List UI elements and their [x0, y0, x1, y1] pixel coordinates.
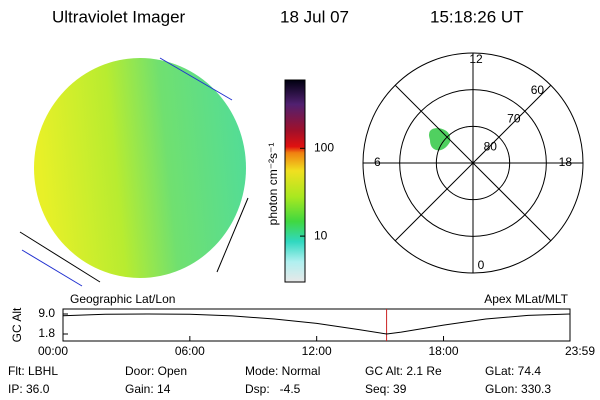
- gc-alt-line: [62, 313, 571, 335]
- y-tick-label: 9.0: [38, 306, 55, 320]
- status-field: Door: Open: [125, 364, 187, 378]
- panel-label: Apex MLat/MLT: [484, 292, 568, 306]
- colorbar-frame: [284, 79, 306, 283]
- y-tick-label: 1.8: [38, 326, 55, 340]
- lat-label: 80: [484, 139, 498, 153]
- status-field: GLat: 74.4: [485, 364, 541, 378]
- colorbar: [285, 80, 305, 282]
- x-tick-label: 00:00: [38, 344, 68, 358]
- mlt-label: 12: [469, 52, 483, 66]
- status-field: IP: 36.0: [8, 382, 50, 396]
- mlt-label: 0: [478, 258, 485, 272]
- x-tick-label: 23:59: [565, 344, 595, 358]
- colorbar-tick-label: 100: [314, 140, 334, 154]
- panel-label: Geographic Lat/Lon: [70, 292, 175, 306]
- status-field: Mode: Normal: [245, 364, 320, 378]
- status-field: GC Alt: 2.1 Re: [365, 364, 442, 378]
- lat-ring: [399, 89, 547, 237]
- status-field: Seq: 39: [365, 382, 407, 396]
- colorbar-tick-label: 10: [314, 228, 328, 242]
- earth-image: [19, 57, 249, 287]
- status-field: Dsp: -4.5: [245, 382, 301, 396]
- colorbar-label: photon cm⁻²s⁻¹: [266, 143, 280, 226]
- mlt-label: 18: [559, 155, 573, 169]
- status-field: Gain: 14: [125, 382, 171, 396]
- x-tick-label: 12:00: [302, 344, 332, 358]
- time: 15:18:26 UT: [430, 7, 524, 26]
- mlt-label: 6: [374, 155, 381, 169]
- lat-label: 60: [531, 83, 545, 97]
- lat-label: 70: [507, 111, 521, 125]
- lat-ring: [435, 125, 511, 201]
- status-field: GLon: 330.3: [485, 382, 551, 396]
- date: 18 Jul 07: [280, 7, 349, 26]
- instrument: Ultraviolet Imager: [52, 7, 186, 26]
- status-field: Flt: LBHL: [8, 364, 58, 378]
- x-tick-label: 06:00: [175, 344, 205, 358]
- x-tick-label: 18:00: [429, 344, 459, 358]
- y-axis-label: GC Alt: [10, 307, 24, 342]
- lat-ring: [362, 52, 584, 274]
- aurora-oval: [429, 128, 451, 151]
